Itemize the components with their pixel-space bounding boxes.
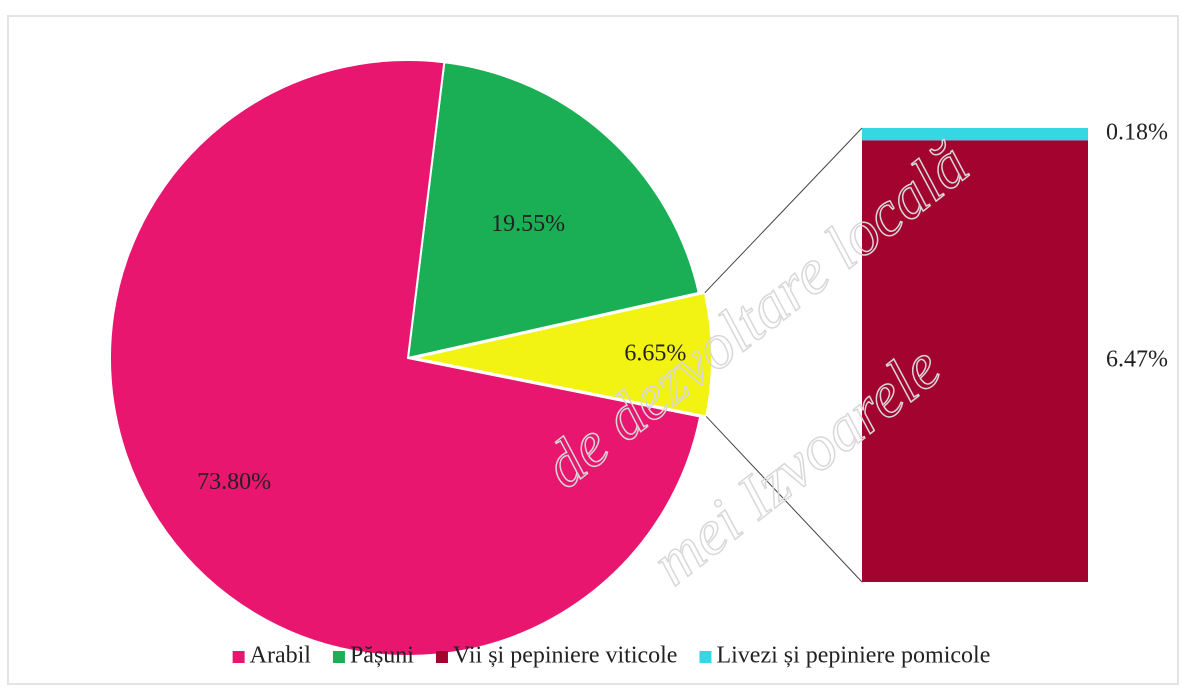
legend-swatch: [435, 651, 448, 663]
connector: [704, 127, 863, 294]
pie-slice: [109, 59, 702, 657]
data-label: 19.55%: [491, 211, 565, 237]
data-label: 0.18%: [1106, 120, 1168, 146]
data-label: 6.65%: [624, 341, 686, 367]
legend-label: Arabil: [250, 643, 312, 669]
pie-slice: [406, 61, 700, 360]
legend-label: Vii și pepiniere viticole: [453, 643, 678, 669]
legend-swatch: [332, 651, 345, 663]
legend-label: Livezi și pepiniere pomicole: [716, 643, 990, 669]
data-label: 73.80%: [197, 469, 271, 495]
data-label: 6.47%: [1106, 347, 1168, 373]
legend-swatch: [699, 651, 712, 663]
bar-segment: [862, 140, 1088, 582]
bar-segment: [862, 128, 1088, 141]
legend-label: Pășuni: [350, 643, 414, 669]
pie-slice: [413, 291, 713, 418]
legend-swatch: [232, 651, 245, 663]
connector: [705, 416, 863, 583]
legend: Arabil Pășuni Vii și pepiniere viticole Liv…: [232, 643, 990, 669]
